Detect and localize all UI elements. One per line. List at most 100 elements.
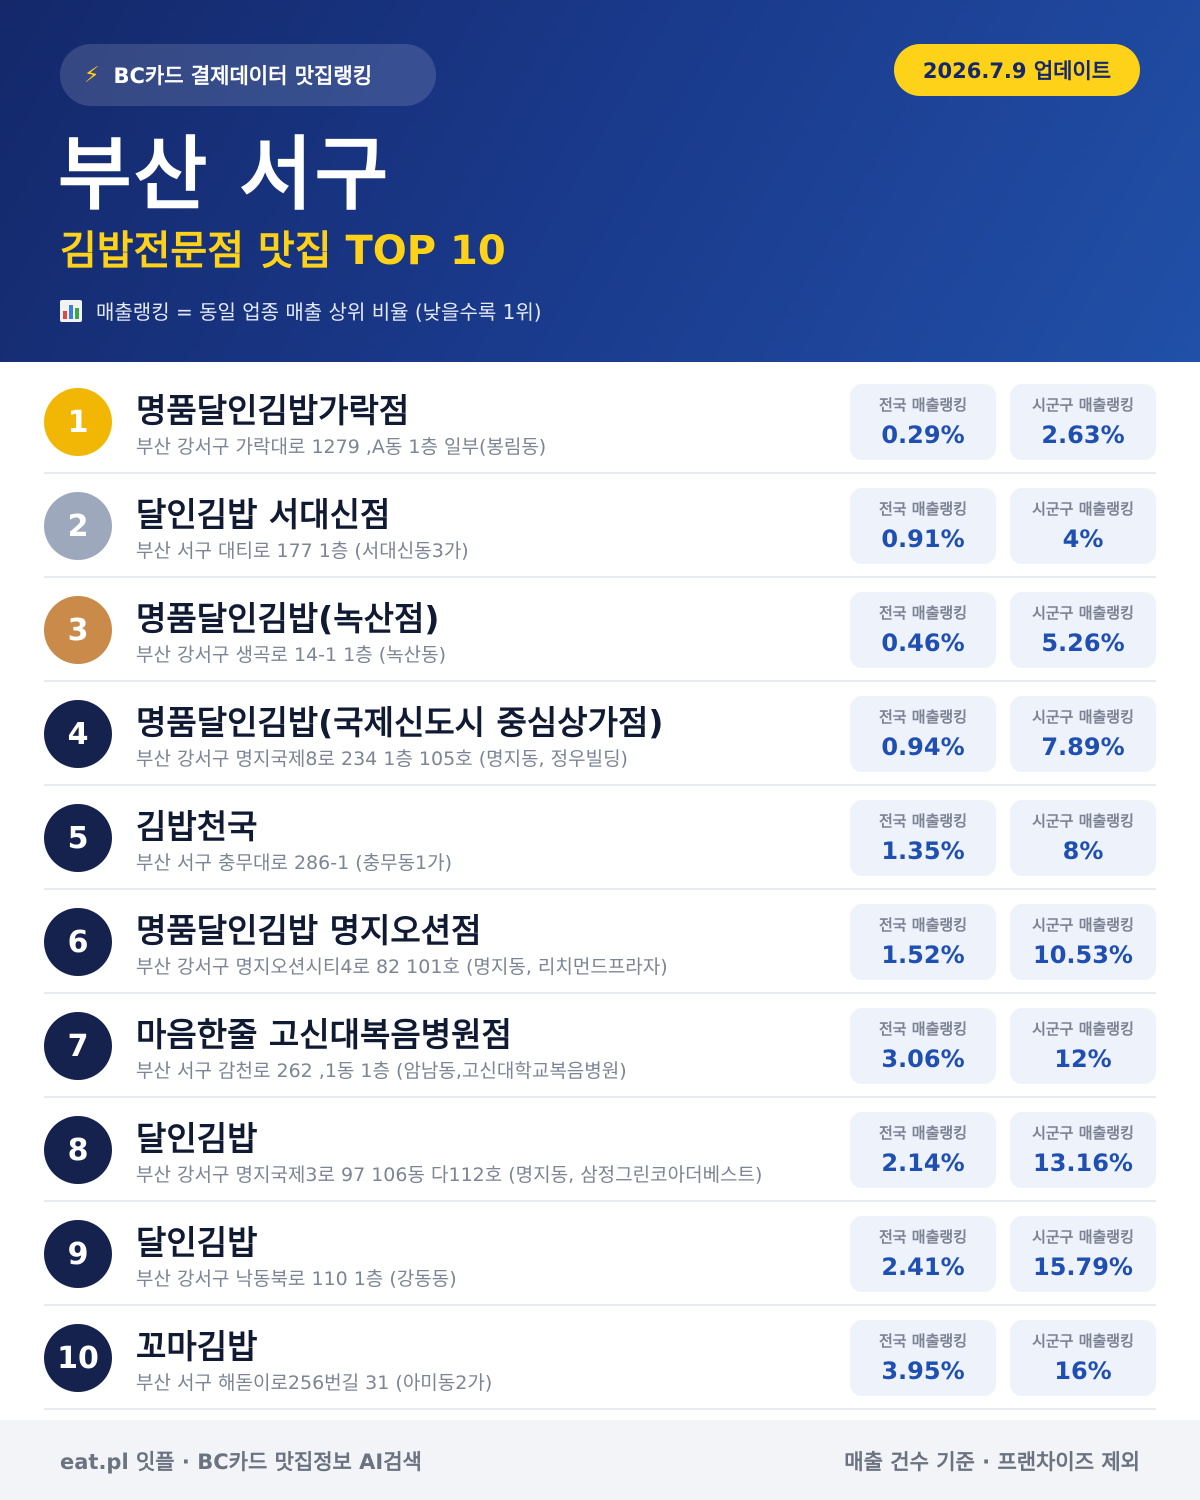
national-ranking-card: 전국 매출랭킹 0.29% [850,384,996,460]
rank-badge: 6 [44,908,112,976]
local-ranking-card: 시군구 매출랭킹 16% [1010,1320,1156,1396]
restaurant-name[interactable]: 꼬마김밥 [136,1327,258,1366]
national-ranking-label: 전국 매출랭킹 [878,1124,968,1142]
bolt-icon: ⚡ [84,62,100,88]
restaurant-address: 부산 서구 감천로 262 ,1동 1층 (암남동,고신대학교복음병원) [136,1060,627,1082]
local-ranking-value: 12% [1054,1045,1112,1073]
local-ranking-value: 13.16% [1033,1149,1133,1177]
restaurant-address: 부산 강서구 가락대로 1279 ,A동 1층 일부(봉림동) [136,436,547,458]
local-ranking-card: 시군구 매출랭킹 10.53% [1010,904,1156,980]
national-ranking-label: 전국 매출랭킹 [878,604,968,622]
restaurant-address: 부산 강서구 낙동북로 110 1층 (강동동) [136,1268,457,1290]
restaurant-address: 부산 강서구 생곡로 14-1 1층 (녹산동) [136,644,446,666]
restaurant-name[interactable]: 명품달인김밥(국제신도시 중심상가점) [136,703,664,742]
restaurant-address: 부산 서구 충무대로 286-1 (충무동1가) [136,852,453,874]
restaurant-address: 부산 강서구 명지국제3로 97 106동 다112호 (명지동, 삼정그린코아… [136,1164,763,1186]
local-ranking-value: 4% [1062,525,1104,553]
rank-badge: 5 [44,804,112,872]
page-subtitle: 김밥전문점 맛집 TOP 10 [60,228,506,274]
page-title: 부산 서구 [58,128,391,221]
local-ranking-card: 시군구 매출랭킹 12% [1010,1008,1156,1084]
local-ranking-label: 시군구 매출랭킹 [1032,1020,1134,1038]
national-ranking-label: 전국 매출랭킹 [878,708,968,726]
restaurant-name[interactable]: 김밥천국 [136,807,258,846]
local-ranking-label: 시군구 매출랭킹 [1032,812,1134,830]
rank-badge: 8 [44,1116,112,1184]
restaurant-address: 부산 강서구 명지오션시티4로 82 101호 (명지동, 리치먼드프라자) [136,956,668,978]
local-ranking-value: 15.79% [1033,1253,1133,1281]
local-ranking-card: 시군구 매출랭킹 2.63% [1010,384,1156,460]
national-ranking-value: 0.94% [881,733,965,761]
national-ranking-value: 0.29% [881,421,965,449]
national-ranking-card: 전국 매출랭킹 0.94% [850,696,996,772]
national-ranking-label: 전국 매출랭킹 [878,916,968,934]
national-ranking-card: 전국 매출랭킹 0.46% [850,592,996,668]
list-item[interactable]: 9 달인김밥 부산 강서구 낙동북로 110 1층 (강동동) 전국 매출랭킹 2.41… [44,1202,1156,1306]
local-ranking-value: 2.63% [1041,421,1125,449]
national-ranking-label: 전국 매출랭킹 [878,812,968,830]
header-banner: ⚡ BC카드 결제데이터 맛집랭킹 2026.7.9 업데이트 부산 서구 김밥… [0,0,1200,362]
national-ranking-value: 0.91% [881,525,965,553]
rank-badge: 3 [44,596,112,664]
local-ranking-label: 시군구 매출랭킹 [1032,1332,1134,1350]
local-ranking-label: 시군구 매출랭킹 [1032,1228,1134,1246]
restaurant-name[interactable]: 달인김밥 [136,1223,258,1262]
national-ranking-card: 전국 매출랭킹 0.91% [850,488,996,564]
local-ranking-value: 8% [1062,837,1104,865]
national-ranking-label: 전국 매출랭킹 [878,1332,968,1350]
restaurant-address: 부산 서구 대티로 177 1층 (서대신동3가) [136,540,469,562]
update-date-badge: 2026.7.9 업데이트 [894,44,1140,96]
local-ranking-label: 시군구 매출랭킹 [1032,396,1134,414]
national-ranking-value: 1.52% [881,941,965,969]
rank-badge: 1 [44,388,112,456]
local-ranking-value: 16% [1054,1357,1112,1385]
list-item[interactable]: 4 명품달인김밥(국제신도시 중심상가점) 부산 강서구 명지국제8로 234 1층… [44,682,1156,786]
national-ranking-card: 전국 매출랭킹 1.52% [850,904,996,980]
restaurant-name[interactable]: 명품달인김밥 명지오션점 [136,911,482,950]
local-ranking-value: 10.53% [1033,941,1133,969]
rank-badge: 4 [44,700,112,768]
national-ranking-value: 2.14% [881,1149,965,1177]
national-ranking-value: 1.35% [881,837,965,865]
restaurant-address: 부산 강서구 명지국제8로 234 1층 105호 (명지동, 정우빌딩) [136,748,628,770]
restaurant-name[interactable]: 달인김밥 서대신점 [136,495,391,534]
national-ranking-label: 전국 매출랭킹 [878,396,968,414]
local-ranking-card: 시군구 매출랭킹 13.16% [1010,1112,1156,1188]
list-item[interactable]: 3 명품달인김밥(녹산점) 부산 강서구 생곡로 14-1 1층 (녹산동) 전국 매… [44,578,1156,682]
restaurant-name[interactable]: 마음한줄 고신대복음병원점 [136,1015,512,1054]
national-ranking-card: 전국 매출랭킹 3.06% [850,1008,996,1084]
national-ranking-value: 3.95% [881,1357,965,1385]
local-ranking-label: 시군구 매출랭킹 [1032,604,1134,622]
local-ranking-card: 시군구 매출랭킹 4% [1010,488,1156,564]
local-ranking-label: 시군구 매출랭킹 [1032,916,1134,934]
local-ranking-value: 5.26% [1041,629,1125,657]
local-ranking-value: 7.89% [1041,733,1125,761]
rank-badge: 10 [44,1324,112,1392]
rank-badge: 2 [44,492,112,560]
restaurant-name[interactable]: 달인김밥 [136,1119,258,1158]
restaurant-name[interactable]: 명품달인김밥가락점 [136,391,410,430]
national-ranking-value: 3.06% [881,1045,965,1073]
restaurant-address: 부산 서구 해돋이로256번길 31 (아미동2가) [136,1372,493,1394]
local-ranking-card: 시군구 매출랭킹 8% [1010,800,1156,876]
national-ranking-card: 전국 매출랭킹 2.14% [850,1112,996,1188]
local-ranking-card: 시군구 매출랭킹 5.26% [1010,592,1156,668]
national-ranking-label: 전국 매출랭킹 [878,1020,968,1038]
source-pill: ⚡ BC카드 결제데이터 맛집랭킹 [60,44,436,106]
list-item[interactable]: 7 마음한줄 고신대복음병원점 부산 서구 감천로 262 ,1동 1층 (암남동,… [44,994,1156,1098]
local-ranking-card: 시군구 매출랭킹 7.89% [1010,696,1156,772]
restaurant-name[interactable]: 명품달인김밥(녹산점) [136,599,440,638]
source-pill-label: BC카드 결제데이터 맛집랭킹 [113,64,373,88]
ranking-legend-note: 매출랭킹 = 동일 업종 매출 상위 비율 (낮을수록 1위) [60,296,960,325]
bar-chart-icon [60,299,82,322]
national-ranking-card: 전국 매출랭킹 1.35% [850,800,996,876]
footer-source: eat.pl 잇플 · BC카드 맛집정보 AI검색 [60,1450,422,1474]
local-ranking-label: 시군구 매출랭킹 [1032,500,1134,518]
national-ranking-value: 0.46% [881,629,965,657]
